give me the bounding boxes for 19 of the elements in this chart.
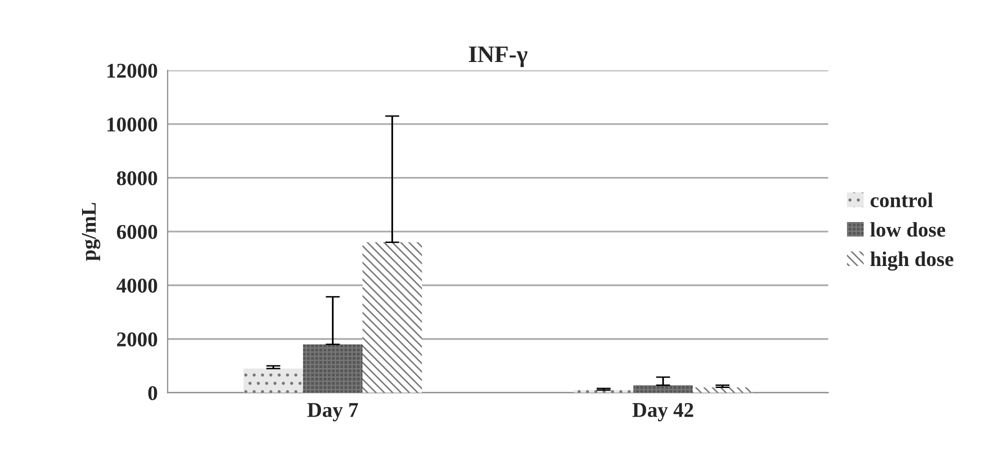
y-tick-label: 12000 (107, 64, 158, 78)
bar (692, 387, 752, 393)
legend-label: low dose (870, 222, 946, 237)
bar (303, 344, 363, 393)
y-tick-label: 10000 (107, 117, 158, 132)
y-tick-label: 4000 (116, 278, 158, 293)
y-tick-label: 8000 (116, 171, 158, 186)
bar (362, 242, 422, 393)
y-axis-title: pg/mL (82, 202, 100, 261)
bar (244, 368, 304, 393)
chart-title: INF-γ (468, 46, 528, 68)
x-tick-label: Day 42 (632, 403, 694, 422)
legend-label: high dose (870, 252, 954, 271)
y-tick-label: 2000 (117, 332, 158, 346)
x-tick-label: Day 7 (307, 403, 358, 422)
y-tick-label: 0 (148, 386, 158, 400)
bar (633, 385, 693, 393)
y-tick-label: 6000 (116, 224, 158, 239)
legend-label: control (870, 192, 933, 208)
